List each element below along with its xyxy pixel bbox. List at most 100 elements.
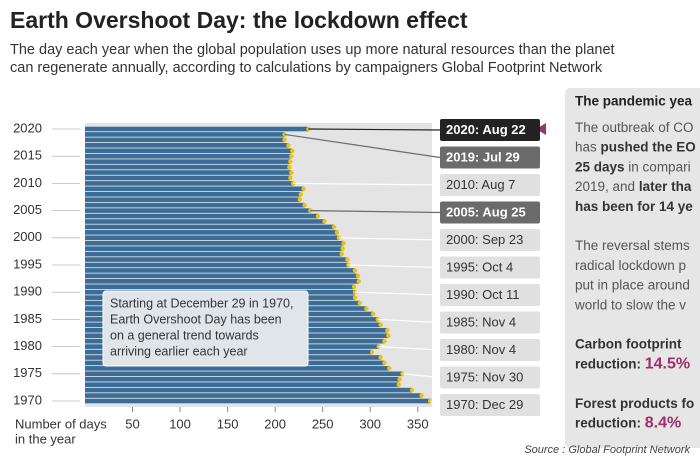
leader-line: [348, 264, 441, 269]
callout-box: [440, 146, 540, 169]
callout-box: [440, 284, 540, 306]
day-marker: [334, 230, 340, 235]
panel-text: put in place around: [575, 277, 690, 292]
bar: [85, 387, 413, 393]
day-marker: [289, 154, 294, 159]
bar: [85, 268, 355, 273]
panel-text: 14.5%: [645, 356, 690, 373]
bar: [85, 235, 339, 241]
day-marker: [376, 344, 381, 349]
bar: [85, 284, 355, 290]
side-panel: [565, 88, 700, 448]
day-marker: [400, 371, 405, 376]
bar: [85, 262, 349, 268]
panel-text: world to slow the v: [574, 297, 686, 312]
panel-line: reduction: 14.5%: [575, 356, 690, 373]
day-marker: [419, 393, 424, 398]
day-marker: [351, 284, 357, 289]
y-tick-label: 1985: [13, 311, 42, 326]
bar: [85, 164, 290, 170]
bar: [85, 197, 300, 203]
pointer: [536, 123, 546, 135]
day-marker: [315, 213, 321, 219]
subtitle: can regenerate annually, according to ca…: [10, 60, 603, 76]
day-marker: [386, 333, 391, 338]
bar: [85, 230, 337, 235]
x-tick-label: 350: [407, 416, 429, 431]
day-marker: [378, 355, 383, 360]
panel-text: The reversal stems: [575, 238, 690, 253]
bar: [85, 132, 285, 137]
panel-text: reduction:: [575, 415, 645, 430]
day-marker: [409, 387, 415, 393]
source: Source : Global Footprint Network: [524, 444, 690, 456]
callout-box: [440, 339, 540, 361]
bar: [85, 159, 291, 164]
bar: [85, 219, 325, 224]
panel-text: reduction:: [575, 356, 645, 371]
panel-line: reduction: 8.4%: [575, 415, 681, 432]
day-marker: [298, 192, 304, 197]
day-marker: [369, 349, 375, 355]
bar: [85, 251, 342, 257]
bar: [85, 246, 343, 251]
callout-label: 2000: Sep 23: [446, 232, 523, 247]
callout-label: 1980: Nov 4: [446, 342, 516, 357]
bar: [85, 143, 289, 148]
panel-line: radical lockdown p: [575, 257, 686, 272]
panel-text: Forest products fo: [575, 395, 694, 410]
day-marker: [341, 241, 346, 246]
y-tick-label: 1975: [13, 365, 42, 380]
day-marker: [331, 224, 337, 230]
x-tick-label: 300: [359, 416, 381, 431]
x-tick-label: 200: [264, 416, 286, 431]
leader-line: [284, 133, 441, 159]
callout-box: [440, 201, 540, 224]
y-tick-label: 1995: [13, 256, 42, 271]
panel-text: Carbon footprint: [575, 336, 682, 351]
day-marker: [286, 143, 291, 148]
panel-text: pushed the EO: [601, 139, 696, 154]
y-tick-label: 1980: [13, 338, 42, 353]
callout-box: [440, 311, 540, 334]
day-marker: [287, 164, 292, 170]
day-marker: [370, 311, 376, 317]
bar: [85, 279, 359, 284]
panel-line: 2019, and later tha: [575, 179, 692, 194]
panel-text: The outbreak of CO: [575, 120, 694, 135]
day-marker: [282, 132, 287, 137]
callout-box: [440, 366, 540, 389]
note-box: [102, 290, 309, 367]
subtitle: The day each year when the global popula…: [10, 42, 615, 58]
bar: [85, 382, 399, 387]
y-tick-label: 2020: [13, 120, 42, 135]
day-marker: [356, 279, 361, 284]
day-marker: [396, 382, 401, 387]
day-marker: [382, 338, 387, 344]
callout-box: [440, 256, 540, 279]
panel-line: has pushed the EO: [575, 139, 696, 154]
bar: [85, 224, 335, 230]
leader-line: [378, 346, 441, 351]
day-marker: [288, 159, 293, 164]
bar: [85, 202, 305, 208]
day-marker: [375, 317, 381, 322]
leader-line: [338, 237, 441, 241]
bar: [85, 371, 403, 377]
callout-label: 1985: Nov 4: [446, 314, 516, 329]
panel-line: put in place around: [575, 277, 690, 292]
callout-label: 1970: Dec 29: [446, 397, 523, 412]
day-marker: [357, 300, 362, 306]
chart-title: Earth Overshoot Day: the lockdown effect: [10, 7, 468, 33]
day-marker: [302, 202, 307, 208]
day-marker: [288, 175, 293, 181]
day-marker: [378, 322, 383, 328]
bar: [85, 126, 309, 132]
panel-text: radical lockdown p: [575, 257, 686, 272]
bar: [85, 137, 285, 143]
note-text: Starting at December 29 in 1970,: [110, 296, 293, 310]
y-tick-label: 2015: [13, 148, 42, 163]
panel-text: 2019, and: [575, 179, 639, 194]
callout-label: 1995: Oct 4: [446, 259, 513, 274]
